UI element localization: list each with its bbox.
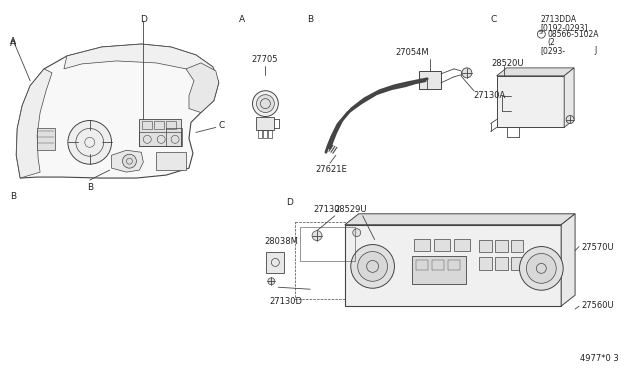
- Bar: [295, 222, 482, 299]
- Bar: [264, 131, 268, 138]
- Text: A: A: [239, 15, 244, 24]
- Text: 27130: 27130: [314, 205, 340, 214]
- Bar: [166, 122, 176, 129]
- Bar: [259, 131, 262, 138]
- Text: B: B: [86, 183, 93, 192]
- Polygon shape: [186, 63, 219, 113]
- Bar: [300, 227, 355, 262]
- Bar: [495, 240, 508, 253]
- Bar: [140, 132, 181, 146]
- Bar: [416, 260, 428, 270]
- Circle shape: [312, 231, 322, 241]
- Text: [0192-0293]: [0192-0293]: [540, 23, 588, 32]
- Polygon shape: [561, 214, 575, 306]
- Text: S: S: [538, 30, 542, 35]
- Circle shape: [520, 247, 563, 290]
- Circle shape: [68, 121, 111, 164]
- Text: C: C: [219, 121, 225, 130]
- Bar: [37, 128, 55, 150]
- Text: 27621E: 27621E: [315, 165, 347, 174]
- Bar: [432, 260, 444, 270]
- Text: 4977*0 3: 4977*0 3: [580, 354, 619, 363]
- Bar: [511, 240, 524, 253]
- Text: (2: (2: [547, 38, 555, 47]
- Text: A: A: [10, 36, 17, 46]
- Bar: [266, 251, 284, 273]
- Polygon shape: [16, 44, 219, 178]
- Text: B: B: [10, 192, 17, 201]
- Text: A: A: [10, 39, 17, 48]
- Circle shape: [462, 68, 472, 78]
- Text: 28520U: 28520U: [492, 59, 524, 68]
- Bar: [448, 260, 460, 270]
- Text: 08566-5102A: 08566-5102A: [547, 30, 599, 39]
- Text: 27054M: 27054M: [396, 48, 429, 57]
- Bar: [479, 257, 492, 270]
- Circle shape: [257, 95, 275, 113]
- Text: 27705: 27705: [252, 55, 278, 64]
- Circle shape: [353, 229, 361, 237]
- Bar: [479, 240, 492, 253]
- Bar: [140, 119, 181, 146]
- Bar: [454, 238, 470, 250]
- Polygon shape: [345, 214, 575, 225]
- Bar: [497, 76, 564, 128]
- Bar: [268, 131, 273, 138]
- Circle shape: [122, 154, 136, 168]
- Bar: [495, 257, 508, 270]
- Circle shape: [253, 91, 278, 116]
- Bar: [142, 122, 152, 129]
- Circle shape: [527, 253, 556, 283]
- Bar: [156, 152, 186, 170]
- Bar: [434, 238, 450, 250]
- Circle shape: [358, 251, 387, 281]
- Text: 27560U: 27560U: [581, 301, 614, 310]
- Polygon shape: [64, 44, 219, 83]
- Text: 28529U: 28529U: [335, 205, 367, 214]
- Circle shape: [566, 116, 574, 124]
- Text: 28038M: 28038M: [264, 237, 298, 246]
- Bar: [345, 225, 561, 306]
- Polygon shape: [497, 68, 574, 76]
- Text: B: B: [307, 15, 313, 24]
- Text: 2713DDA: 2713DDA: [540, 15, 577, 24]
- Text: [0293-: [0293-: [540, 46, 566, 55]
- Bar: [419, 71, 441, 89]
- Text: 27130D: 27130D: [269, 297, 302, 306]
- Circle shape: [268, 278, 275, 285]
- Bar: [257, 116, 275, 131]
- Bar: [154, 122, 164, 129]
- Text: C: C: [491, 15, 497, 24]
- Polygon shape: [564, 68, 574, 128]
- Text: 27570U: 27570U: [581, 243, 614, 251]
- Bar: [414, 238, 430, 250]
- Text: D: D: [286, 198, 293, 207]
- Text: 27130A: 27130A: [474, 91, 506, 100]
- Bar: [511, 257, 524, 270]
- Bar: [412, 256, 466, 284]
- Text: D: D: [140, 15, 147, 24]
- Text: J: J: [594, 46, 596, 55]
- Circle shape: [351, 244, 394, 288]
- Polygon shape: [16, 69, 52, 178]
- Bar: [166, 128, 182, 146]
- Polygon shape: [111, 150, 143, 172]
